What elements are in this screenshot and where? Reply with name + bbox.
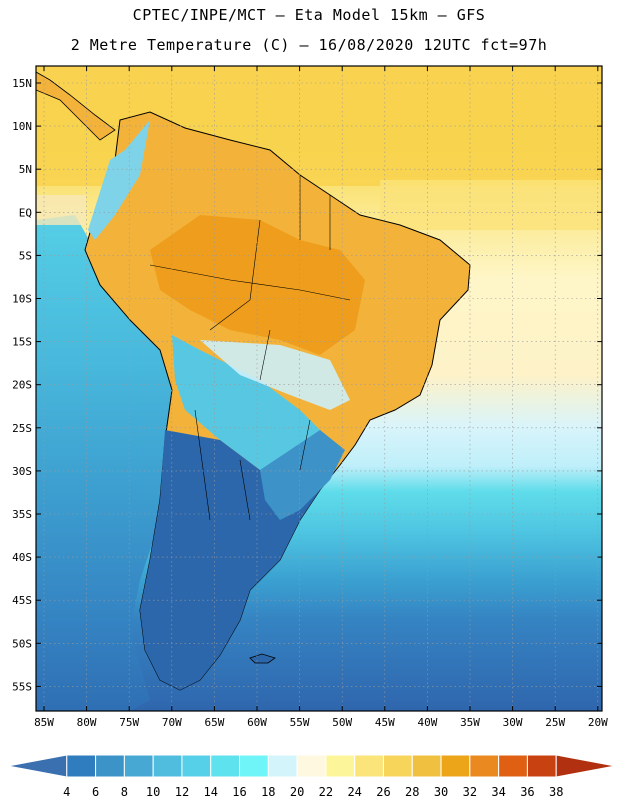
longitude-labels: 85W 80W 75W 70W 65W 60W 55W 50W 45W 40W 35W 30W 25W 2… — [34, 716, 608, 729]
colorbar-swatch — [498, 754, 528, 778]
colorbar-swatch — [382, 754, 413, 778]
colorbar-swatch — [239, 754, 269, 778]
colorbar-label: 4 — [63, 785, 70, 799]
lon-label: 35W — [460, 716, 480, 729]
lat-label: 45S — [12, 594, 32, 607]
graticule — [36, 66, 602, 711]
colorbar-label: 22 — [319, 785, 333, 799]
lon-label: 40W — [417, 716, 437, 729]
lat-label: 40S — [12, 551, 32, 564]
colorbar-label: 30 — [434, 785, 448, 799]
colorbar-label: 36 — [520, 785, 534, 799]
lon-label: 60W — [247, 716, 267, 729]
colorbar-swatch — [66, 754, 97, 778]
lon-label: 30W — [503, 716, 523, 729]
colorbar-label: 26 — [376, 785, 390, 799]
lat-label: 5S — [19, 249, 32, 262]
colorbar-swatch — [440, 754, 471, 778]
lat-label: 25S — [12, 422, 32, 435]
colorbar-swatch — [354, 754, 384, 778]
andes-north — [88, 120, 150, 240]
colorbar-swatch — [325, 754, 356, 778]
lat-label: 50S — [12, 637, 32, 650]
lat-label: EQ — [19, 206, 32, 219]
lon-label: 75W — [119, 716, 139, 729]
colorbar-label: 28 — [405, 785, 419, 799]
colorbar-label: 14 — [204, 785, 218, 799]
lat-label: 5N — [19, 163, 32, 176]
colorbar-label: 32 — [463, 785, 477, 799]
colorbar-swatch — [181, 754, 212, 778]
lat-label: 20S — [12, 379, 32, 392]
lon-label: 85W — [34, 716, 54, 729]
amazon-hot-region — [150, 215, 365, 355]
map-subtitle: 2 Metre Temperature (C) – 16/08/2020 12U… — [70, 36, 548, 54]
falkland-islands — [249, 653, 276, 664]
lon-label: 65W — [204, 716, 224, 729]
lat-label: 10N — [12, 120, 32, 133]
colorbar-label: 8 — [121, 785, 128, 799]
colorbar-swatch — [267, 754, 298, 778]
colorbar-label: 6 — [92, 785, 99, 799]
central-america — [36, 71, 116, 141]
lon-label: 70W — [162, 716, 182, 729]
colorbar-label: 38 — [549, 785, 563, 799]
lon-label: 80W — [77, 716, 97, 729]
lat-label: 15S — [12, 336, 32, 349]
lon-label: 50W — [332, 716, 352, 729]
colorbar-label: 12 — [175, 785, 189, 799]
colorbar-swatch — [555, 754, 616, 778]
colorbar-swatch — [95, 754, 125, 778]
colorbar-swatch — [411, 754, 442, 778]
lat-label: 35S — [12, 508, 32, 521]
lat-label: 55S — [12, 680, 32, 693]
andes-central — [172, 335, 320, 470]
lon-label: 45W — [375, 716, 395, 729]
map-title: CPTEC/INPE/MCT – Eta Model 15km – GFS — [132, 6, 486, 24]
lon-label: 55W — [290, 716, 310, 729]
colorbar-label: 20 — [290, 785, 304, 799]
map-frame — [35, 65, 603, 712]
colorbar-label: 34 — [491, 785, 505, 799]
color-bar: 4 6 8 10 12 14 16 18 20 22 24 26 28 30 32 34 36 38 — [7, 754, 616, 799]
colorbar-swatch — [123, 754, 154, 778]
pacific-field — [36, 215, 175, 711]
colorbar-label: 18 — [261, 785, 275, 799]
lon-label: 25W — [545, 716, 565, 729]
colorbar-swatch — [526, 754, 557, 778]
country-borders — [149, 175, 351, 521]
colorbar-swatch — [469, 754, 500, 778]
colorbar-swatch — [7, 754, 68, 778]
lat-label: 10S — [12, 293, 32, 306]
colorbar-swatch — [210, 754, 241, 778]
latitude-labels: 15N 10N 5N EQ 5S 10S 15S 20S 25S 30S 35S 40S 45S 50S 5… — [12, 77, 32, 693]
colorbar-swatch — [296, 754, 327, 778]
lon-label: 20W — [588, 716, 608, 729]
lat-label: 30S — [12, 465, 32, 478]
lat-label: 15N — [12, 77, 32, 90]
colorbar-swatch — [152, 754, 183, 778]
colorbar-label: 16 — [232, 785, 246, 799]
colorbar-label: 10 — [146, 785, 160, 799]
colorbar-label: 24 — [347, 785, 361, 799]
